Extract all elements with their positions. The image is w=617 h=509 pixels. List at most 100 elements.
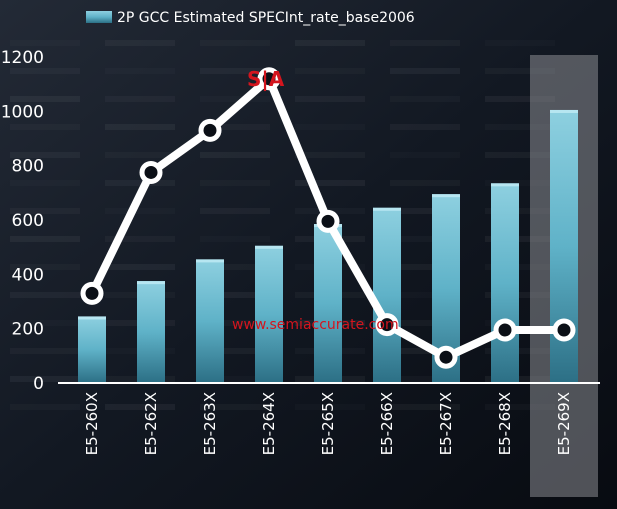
- rack-stripe: [485, 152, 555, 158]
- bar-e5-269x: [550, 109, 578, 383]
- rack-stripe: [485, 40, 555, 46]
- rack-stripe: [200, 68, 270, 74]
- bar-e5-266x: [373, 207, 401, 383]
- rack-stripe: [105, 180, 175, 186]
- rack-stripe: [295, 40, 365, 46]
- bar-top-highlight: [432, 194, 460, 198]
- line-point: [316, 209, 340, 233]
- rack-stripe: [390, 264, 460, 270]
- rack-stripe: [390, 68, 460, 74]
- legend-swatch: [86, 11, 112, 23]
- rack-stripe: [10, 404, 80, 410]
- rack-stripe: [105, 404, 175, 410]
- x-tick-label: E5-260X: [83, 392, 101, 455]
- bar-e5-264x: [255, 245, 283, 383]
- line-series: [80, 67, 576, 369]
- rack-stripe: [200, 236, 270, 242]
- line-point: [434, 345, 458, 369]
- x-tick-label: E5-262X: [142, 392, 160, 455]
- bar-top-highlight: [196, 259, 224, 263]
- rack-stripe: [390, 404, 460, 410]
- bar-top-highlight: [550, 109, 578, 113]
- y-tick-label: 1000: [1, 102, 44, 122]
- rack-stripe: [200, 40, 270, 46]
- rack-stripe: [485, 292, 555, 298]
- rack-stripe: [485, 236, 555, 242]
- x-tick-label: E5-264X: [260, 392, 278, 455]
- rack-stripe: [390, 180, 460, 186]
- rack-stripe: [10, 180, 80, 186]
- bar-e5-263x: [196, 259, 224, 383]
- y-tick-label: 600: [12, 211, 44, 231]
- rack-stripe: [105, 68, 175, 74]
- bar-e5-265x: [314, 224, 342, 383]
- bar-e5-260x: [78, 316, 106, 383]
- rack-stripe: [105, 208, 175, 214]
- rack-stripe: [200, 208, 270, 214]
- rack-stripe: [390, 208, 460, 214]
- bar-top-highlight: [373, 207, 401, 211]
- watermark-logo: S|A: [247, 67, 285, 91]
- rack-stripe: [10, 348, 80, 354]
- y-tick-label: 800: [12, 157, 44, 177]
- bar-top-highlight: [255, 245, 283, 249]
- legend: 2P GCC Estimated SPECInt_rate_base2006: [86, 10, 415, 26]
- x-tick-label: E5-269X: [555, 392, 573, 455]
- rack-stripe: [105, 96, 175, 102]
- rack-stripe: [10, 124, 80, 130]
- bar-e5-262x: [137, 281, 165, 383]
- x-tick-label: E5-263X: [201, 392, 219, 455]
- x-axis-labels: E5-260X E5-262X E5-263X E5-264X E5-265X E5-26…: [83, 392, 573, 455]
- rack-stripe: [200, 96, 270, 102]
- rack-stripe: [105, 124, 175, 130]
- bar-top-highlight: [491, 183, 519, 187]
- rack-stripe: [295, 124, 365, 130]
- line-point: [139, 160, 163, 184]
- y-tick-label: 0: [33, 374, 44, 394]
- bar-top-highlight: [78, 316, 106, 320]
- rack-stripe: [485, 96, 555, 102]
- y-tick-label: 200: [12, 320, 44, 340]
- rack-stripe: [10, 292, 80, 298]
- x-tick-label: E5-268X: [496, 392, 514, 455]
- rack-stripe: [390, 40, 460, 46]
- line-point: [198, 118, 222, 142]
- bar-e5-268x: [491, 183, 519, 383]
- rack-stripe: [390, 348, 460, 354]
- rack-stripe: [390, 96, 460, 102]
- x-tick-label: E5-265X: [319, 392, 337, 455]
- rack-stripe: [10, 376, 80, 382]
- rack-stripe: [10, 68, 80, 74]
- rack-stripe: [390, 124, 460, 130]
- rack-stripe: [105, 264, 175, 270]
- legend-label: 2P GCC Estimated SPECInt_rate_base2006: [117, 10, 415, 26]
- rack-stripe: [485, 376, 555, 382]
- rack-stripe: [200, 152, 270, 158]
- rack-stripe: [10, 40, 80, 46]
- rack-stripe: [200, 348, 270, 354]
- rack-stripe: [10, 236, 80, 242]
- y-tick-label: 1200: [1, 48, 44, 68]
- rack-stripe: [105, 152, 175, 158]
- line-point: [80, 281, 104, 305]
- rack-stripe: [10, 152, 80, 158]
- rack-stripe: [200, 180, 270, 186]
- bar-top-highlight: [137, 281, 165, 285]
- rack-stripe: [200, 292, 270, 298]
- line-point: [493, 318, 517, 342]
- line-point: [257, 67, 281, 91]
- line-point: [375, 313, 399, 337]
- rack-stripe: [295, 180, 365, 186]
- y-axis-ticks: 0 200 400 600 800 1000 1200: [1, 48, 44, 394]
- rack-stripe: [10, 96, 80, 102]
- rack-stripe: [295, 68, 365, 74]
- watermark-site: www.semiaccurate.com: [232, 317, 399, 333]
- rack-stripe: [105, 40, 175, 46]
- x-tick-label: E5-266X: [378, 392, 396, 455]
- rack-stripe: [295, 96, 365, 102]
- y-tick-label: 400: [12, 265, 44, 285]
- line-point: [552, 318, 576, 342]
- rack-stripe: [390, 152, 460, 158]
